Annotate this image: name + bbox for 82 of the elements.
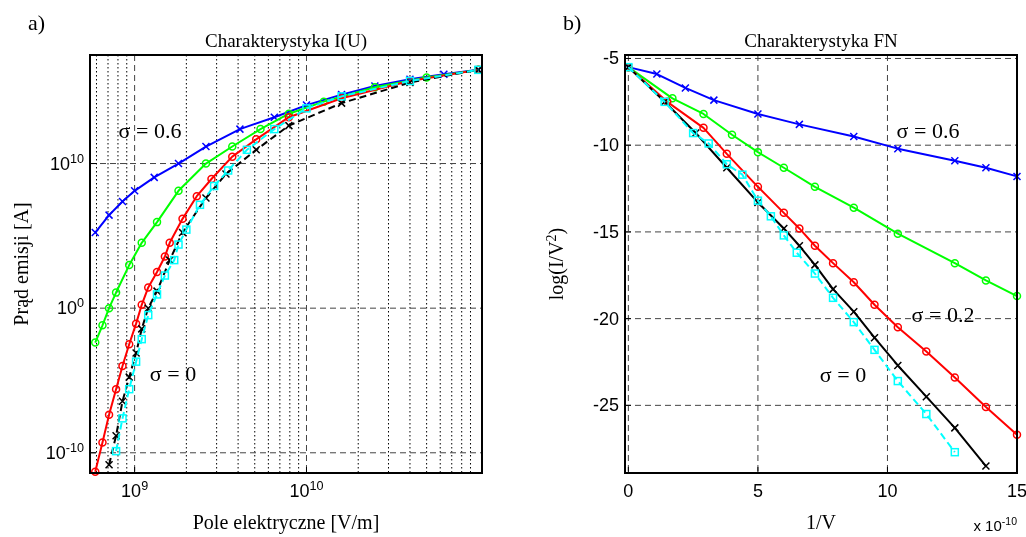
point: [922, 409, 931, 419]
point: [849, 132, 859, 141]
point: [922, 392, 931, 401]
point: [950, 156, 960, 166]
point: [870, 333, 879, 342]
annotation: σ = 0: [819, 362, 867, 388]
point: [699, 109, 708, 119]
x-axis-title: Pole elektryczne [V/m]: [192, 511, 380, 534]
point: [753, 182, 763, 192]
point: [950, 447, 960, 457]
text: a): [28, 10, 46, 35]
chart-title: Charakterystyka FN: [744, 30, 899, 51]
point: [828, 258, 838, 268]
point: [1012, 172, 1022, 181]
y-axis-title: Prąd emisji [A]: [10, 202, 33, 326]
point: [738, 170, 747, 179]
x-tick-label: 10$^{9}$: [121, 479, 149, 501]
point: [950, 258, 960, 268]
annotation: σ = 0.6: [118, 118, 182, 144]
point: [981, 276, 991, 285]
x-tick-label: 15: [1006, 481, 1026, 501]
point: [981, 402, 991, 412]
point: [893, 323, 903, 332]
y-tick-label: -5: [602, 48, 619, 69]
chart-title: Charakterystyka I(U): [205, 30, 367, 52]
point: [699, 123, 708, 133]
point: [849, 277, 859, 287]
point: [893, 144, 903, 153]
point: [849, 203, 859, 212]
x-tick-label: 0: [623, 481, 634, 501]
point: [704, 139, 713, 148]
point: [753, 147, 763, 157]
point: [981, 461, 991, 471]
x-tick-label: 5: [752, 481, 763, 501]
point: [893, 361, 903, 370]
point: [652, 69, 662, 79]
point: [950, 373, 960, 382]
point: [779, 163, 789, 172]
point: [810, 241, 820, 251]
annotation: σ = 0: [149, 361, 197, 387]
point: [1012, 430, 1022, 440]
y-tick-label: -20: [592, 308, 619, 329]
y-tick-label: -10: [592, 135, 619, 156]
point: [893, 376, 903, 386]
x-tick-label: 10: [877, 481, 898, 501]
x-tick-label: 10$^{10}$: [289, 479, 324, 501]
annotation: σ = 0.2: [911, 302, 975, 328]
y-tick-label: -15: [592, 221, 619, 242]
annotation: σ = 0.6: [896, 118, 960, 144]
point: [870, 300, 879, 310]
point: [753, 109, 763, 119]
point: [828, 284, 838, 294]
x-axis-title: 1/V: [806, 511, 837, 533]
text: x 10$^{-10}$: [973, 515, 1018, 534]
point: [779, 208, 789, 218]
point: [709, 95, 719, 105]
point: [795, 224, 804, 233]
point: [668, 94, 677, 103]
point: [870, 345, 879, 355]
point: [795, 120, 804, 129]
point: [766, 212, 776, 221]
point: [727, 130, 737, 140]
point: [849, 317, 859, 327]
point: [981, 163, 991, 172]
point: [922, 347, 931, 356]
point: [950, 423, 960, 433]
y-tick-label: -25: [592, 395, 619, 416]
y-tick-label: 10$^{10}$: [49, 151, 84, 174]
point: [681, 83, 690, 93]
point: [810, 260, 820, 270]
point: [810, 269, 820, 278]
point: [779, 231, 789, 240]
y-tick-label: 10$^{-10}$: [45, 440, 84, 463]
point: [792, 248, 802, 257]
point: [849, 307, 859, 316]
y-tick-label: 10$^{0}$: [56, 296, 84, 319]
point: [810, 182, 820, 192]
point: [722, 149, 732, 159]
point: [893, 229, 903, 238]
text: b): [563, 10, 582, 35]
point: [828, 293, 838, 303]
point: [1012, 291, 1022, 301]
